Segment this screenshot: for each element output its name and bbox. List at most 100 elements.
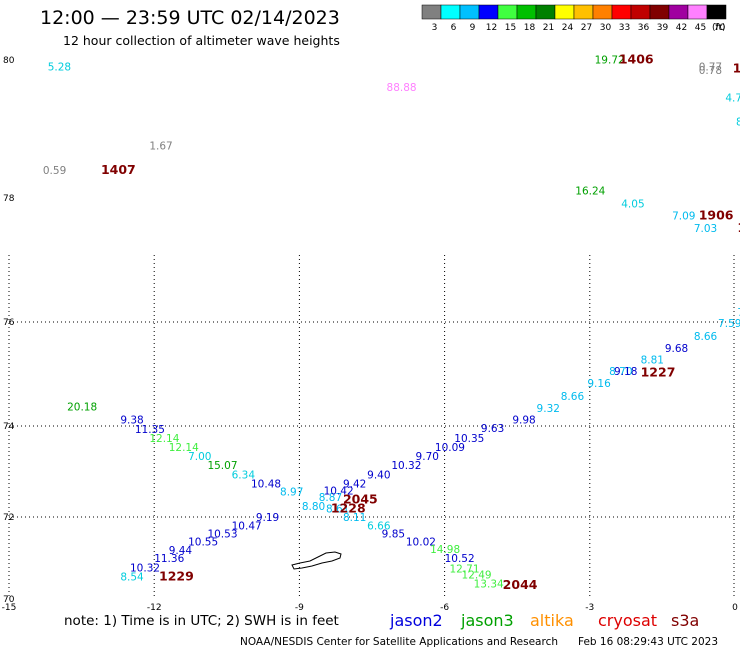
y-tick-label: 76 [3,318,15,328]
colorbar-tick-label: 42 [676,23,687,33]
wave-height-label: 10.02 [406,537,436,549]
colorbar-swatch [668,4,689,20]
colorbar-unit: (ft) [712,23,726,33]
wave-height-label: 12.49 [462,570,492,582]
wave-height-label: 12.14 [149,433,179,445]
pass-time-label: 1 [733,60,740,75]
x-tick-label: -12 [147,603,162,613]
colorbar-tick-label: 33 [619,23,630,33]
y-tick-label: 74 [3,422,15,432]
colorbar-swatch [516,4,537,20]
wave-height-label: 0.59 [43,165,66,177]
wave-height-label: 10.32 [130,563,160,575]
colorbar-swatch [611,4,632,20]
wave-height-label: 10.32 [391,460,421,472]
wave-height-label: 10.42 [324,485,354,497]
wave-height-label: 9.16 [587,378,611,390]
colorbar-tick-label: 36 [638,23,650,33]
colorbar-swatch [573,4,594,20]
wave-height-label: 8.54 [120,572,144,584]
colorbar-swatch [592,4,613,20]
colorbar-tick-label: 18 [524,23,536,33]
wave-height-label: 19.72 [595,54,625,66]
wave-height-label: 7 [737,307,740,319]
wave-height-label: 12.14 [169,442,199,454]
y-tick-label: 78 [3,194,15,204]
colorbar-tick-label: 70 [714,23,726,33]
pass-time-label: 2045 [343,491,378,506]
wave-height-label: 7.09 [672,211,695,223]
colorbar-tick-label: 27 [581,23,592,33]
wave-height-label: 10.35 [454,433,484,445]
wave-height-label: 8.66 [561,391,585,403]
wave-height-label: 8.97 [280,487,303,499]
wave-height-label: 88.88 [387,82,417,94]
wave-height-label: 8.61 [326,503,349,515]
colorbar-swatch [706,4,727,20]
colorbar-swatch [649,4,670,20]
wave-height-label: 4.05 [621,198,644,210]
wave-height-label: 8.70 [609,366,632,378]
wave-height-label: 8.87 [319,492,342,504]
y-tick-label: 80 [3,56,15,66]
satellite-legend-s3a: s3a [671,611,699,630]
wave-height-label: 11.36 [154,553,184,565]
wave-height-label: 9.40 [367,469,390,481]
wave-height-label: 14.98 [430,544,460,556]
chart-title: 12:00 — 23:59 UTC 02/14/2023 [40,7,340,29]
wave-height-label: 4.70 [725,92,740,104]
colorbar-tick-label: 9 [470,23,476,33]
y-tick-label: 70 [3,595,15,605]
wave-height-label: 15.07 [207,460,237,472]
wave-height-label: 1.67 [149,141,172,153]
satellite-legend: jason2 jason3 altika cryosat s3a [389,611,699,630]
credit-text: NOAA/NESDIS Center for Satellite Applica… [240,636,558,648]
colorbar-swatch [554,4,575,20]
wave-height-label: 20.18 [67,401,97,413]
x-tick-label: -3 [585,603,594,613]
colorbar-tick-label: 30 [600,23,612,33]
wave-height-label: 9.18 [614,366,637,378]
wave-height-label: 10.52 [445,553,475,565]
colorbar-swatch [630,4,651,20]
colorbar-swatch [687,4,708,20]
colorbar-tick-label: 15 [505,23,516,33]
wave-height-label: 8.80 [302,501,325,513]
wave-height-label: 16.24 [575,186,605,198]
wave-height-label: 13.34 [474,579,504,591]
colorbar-tick-label: 12 [486,23,497,33]
pass-time-label: 1406 [619,51,654,66]
wave-height-label: 10.48 [251,478,281,490]
wave-height-label: 9.85 [382,529,405,541]
wave-height-label: 9.70 [416,451,439,463]
x-tick-label: -15 [2,603,17,613]
wave-height-label: 8 [736,117,740,129]
wave-height-label: 9.19 [256,512,279,524]
colorbar-swatch [421,4,442,20]
colorbar-swatch [459,4,480,20]
satellite-legend-cryosat: cryosat [598,611,657,630]
wave-height-label: 9.98 [512,414,535,426]
wave-height-label: 0.78 [699,65,722,77]
wave-height-label: 10.47 [232,520,262,532]
wave-height-label: 12.71 [449,563,479,575]
x-tick-label: -9 [295,603,304,613]
colorbar-tick-label: 45 [695,23,706,33]
wave-height-label: 9.32 [537,403,560,415]
wave-height-label: 9.63 [481,423,504,435]
timestamp-text: Feb 16 08:29:43 UTC 2023 [578,636,718,648]
wave-height-label: 10.55 [188,537,218,549]
colorbar-swatch [478,4,499,20]
wave-height-label: 10.53 [207,529,237,541]
colorbar: 3 6 9 12 15 18 21 24 27 30 33 36 39 42 45 70(ft) [421,4,727,33]
colorbar-swatch [497,4,518,20]
chart-subtitle: 12 hour collection of altimeter wave hei… [63,33,340,48]
pass-time-label: 1229 [159,569,194,584]
wave-height-label: 6.66 [367,520,391,532]
grid-lines [8,255,735,599]
wave-height-label: 10.09 [435,442,465,454]
satellite-legend-jason3: jason3 [460,611,514,630]
